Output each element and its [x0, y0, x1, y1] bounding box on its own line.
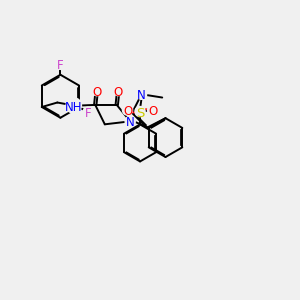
Text: F: F	[85, 107, 92, 120]
Text: N: N	[137, 89, 146, 102]
Text: F: F	[57, 59, 64, 72]
Text: O: O	[123, 105, 132, 118]
Text: O: O	[92, 85, 101, 99]
Circle shape	[55, 59, 65, 69]
Text: O: O	[114, 85, 123, 99]
Circle shape	[148, 105, 158, 115]
Circle shape	[136, 89, 147, 99]
Text: S: S	[136, 106, 144, 120]
Text: NH: NH	[65, 100, 82, 113]
Circle shape	[113, 85, 123, 96]
Circle shape	[92, 85, 102, 96]
Text: O: O	[148, 105, 157, 118]
Circle shape	[122, 105, 133, 115]
Text: N: N	[126, 116, 135, 129]
Circle shape	[83, 107, 93, 117]
Circle shape	[66, 98, 81, 113]
Circle shape	[135, 106, 145, 117]
Circle shape	[125, 116, 135, 126]
